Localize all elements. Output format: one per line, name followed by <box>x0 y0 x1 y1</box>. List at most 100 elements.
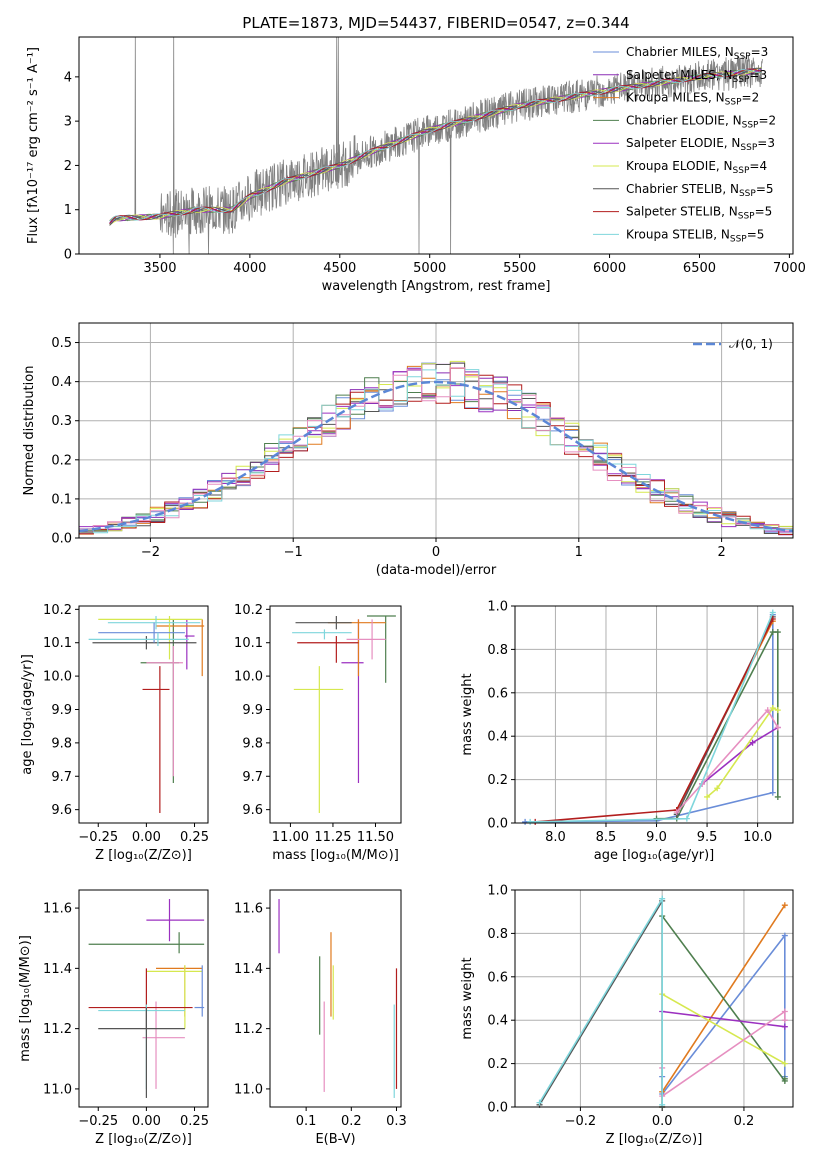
y-tick-label: 0.2 <box>487 1057 508 1072</box>
x-tick-label: −2 <box>141 545 160 560</box>
y-tick-label: 0.2 <box>487 773 508 788</box>
x-axis-label: Z [log₁₀(Z/Z⊙)] <box>95 848 192 863</box>
data-point-marker <box>781 1060 788 1067</box>
data-point-marker <box>774 724 781 731</box>
legend-label: Chabrier STELIB, NSSP=5 <box>626 182 774 199</box>
y-tick-label: 11.6 <box>43 902 72 917</box>
y-tick-label: 11.0 <box>43 1082 72 1097</box>
histogram-step <box>79 367 793 532</box>
model-line <box>109 68 762 224</box>
x-tick-label: 0.1 <box>296 1114 317 1129</box>
legend-label: Chabrier MILES, NSSP=3 <box>626 45 768 62</box>
axes-frame <box>78 605 209 824</box>
x-tick-label: 5000 <box>413 261 446 276</box>
y-tick-label: 10.1 <box>43 636 72 651</box>
data-point-marker <box>769 704 776 711</box>
x-tick-label: 8.0 <box>545 830 566 845</box>
data-point-marker <box>781 1017 788 1024</box>
data-point-marker <box>769 629 776 636</box>
y-axis-label: mass weight <box>460 957 475 1039</box>
y-tick-label: 10.1 <box>234 636 263 651</box>
x-axis-label: (data-model)/error <box>376 563 497 578</box>
y-tick-label: 2 <box>64 159 72 174</box>
series-line <box>661 904 786 1107</box>
x-tick-label: 0.00 <box>132 1114 161 1129</box>
x-tick-label: −1 <box>284 545 303 560</box>
legend-label: Salpeter MILES, NSSP=3 <box>626 68 767 85</box>
series-line <box>662 1010 785 1028</box>
y-tick-label: 0.5 <box>51 336 72 351</box>
data-point-marker <box>527 818 534 825</box>
x-tick-label: 0.25 <box>180 1114 209 1129</box>
y-tick-label: 10.2 <box>234 603 263 618</box>
model-line <box>109 69 762 222</box>
y-tick-label: 0.3 <box>51 414 72 429</box>
x-tick-label: −0.25 <box>78 1114 118 1129</box>
x-tick-label: −0.2 <box>565 1114 597 1129</box>
y-tick-label: 0.0 <box>487 1101 508 1116</box>
normal-curve <box>78 380 794 533</box>
y-tick-label: 9.8 <box>242 736 263 751</box>
y-tick-label: 11.6 <box>234 902 263 917</box>
histogram-step <box>79 369 793 534</box>
data-point-marker <box>704 793 711 800</box>
y-tick-label: 11.0 <box>234 1082 263 1097</box>
x-tick-label: −0.25 <box>78 830 118 845</box>
y-tick-label: 0.6 <box>487 970 508 985</box>
data-point-marker <box>659 895 666 902</box>
axes-frame <box>269 605 402 824</box>
x-axis-label: E(B-V) <box>315 1132 355 1147</box>
y-axis-label: mass weight <box>460 673 475 755</box>
y-tick-label: 10.2 <box>43 603 72 618</box>
series-line <box>661 933 786 1097</box>
series-line <box>661 913 786 1107</box>
y-tick-label: 9.7 <box>242 770 263 785</box>
y-tick-label: 11.2 <box>43 1022 72 1037</box>
axes-frame <box>78 889 209 1108</box>
data-point-marker <box>781 1008 788 1015</box>
plot-layer: 3500 4000 4500 5000 5500 6000 6500 7000 0 1 2 3 4 wav… <box>18 36 806 1147</box>
y-tick-label: 0.0 <box>487 817 508 832</box>
legend-label: Salpeter ELODIE, NSSP=3 <box>626 136 775 153</box>
legend-label: Kroupa MILES, NSSP=2 <box>626 91 759 108</box>
x-tick-label: 0.2 <box>341 1114 362 1129</box>
legend-label: Chabrier ELODIE, NSSP=2 <box>626 113 776 130</box>
data-point-marker <box>781 902 788 909</box>
data-point-marker <box>749 739 756 746</box>
legend-label: Salpeter STELIB, NSSP=5 <box>626 205 772 222</box>
x-tick-label: 9.0 <box>646 830 667 845</box>
x-tick-label: 6500 <box>683 261 716 276</box>
y-tick-label: 9.7 <box>51 770 72 785</box>
data-point-marker <box>714 785 721 792</box>
histogram-step <box>79 362 793 535</box>
x-axis-label: age [log₁₀(age/yr)] <box>594 848 715 863</box>
x-axis-label: mass [log₁₀(M/M⊙)] <box>272 848 399 863</box>
y-axis-label: mass [log₁₀(M/M⊙)] <box>18 935 33 1062</box>
x-tick-label: 9.5 <box>697 830 718 845</box>
x-tick-label: 11.00 <box>272 830 309 845</box>
series-line <box>525 614 774 823</box>
y-axis-label: age [log₁₀(age/yr)] <box>20 654 35 775</box>
y-tick-label: 0.1 <box>51 492 72 507</box>
y-tick-label: 0.0 <box>51 532 72 547</box>
y-tick-label: 3 <box>64 115 72 130</box>
data-point-marker <box>774 793 781 800</box>
x-tick-label: 11.50 <box>357 830 394 845</box>
x-tick-label: 5500 <box>503 261 536 276</box>
x-tick-label: 0.2 <box>734 1114 755 1129</box>
y-tick-label: 4 <box>64 70 72 85</box>
x-tick-label: 8.5 <box>596 830 617 845</box>
y-tick-label: 10.0 <box>234 670 263 685</box>
x-tick-label: 0.25 <box>180 830 209 845</box>
series-line <box>538 898 663 1107</box>
y-tick-label: 0 <box>64 248 72 263</box>
x-tick-label: 6000 <box>593 261 626 276</box>
y-tick-label: 11.4 <box>43 962 72 977</box>
data-point-marker <box>774 707 781 714</box>
y-tick-label: 0.8 <box>487 927 508 942</box>
y-tick-label: 0.4 <box>51 375 72 390</box>
y-tick-label: 10.0 <box>43 670 72 685</box>
x-axis-label: Z [log₁₀(Z/Z⊙)] <box>95 1132 192 1147</box>
series-line <box>706 707 779 798</box>
